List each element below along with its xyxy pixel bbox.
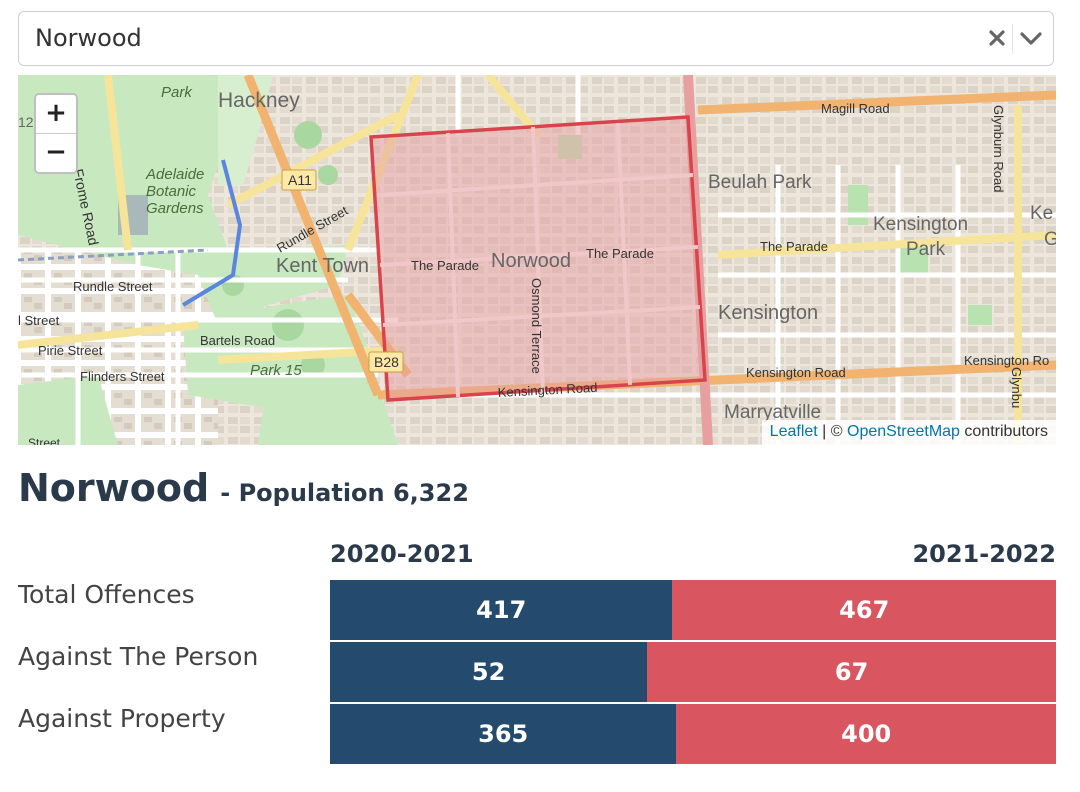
- zoom-control: + −: [34, 93, 78, 174]
- stat-bar: 417 467: [330, 580, 1056, 640]
- map-label-a11: A11: [288, 172, 312, 188]
- bar-segment-year-b: 400: [676, 704, 1056, 764]
- stat-bar: 52 67: [330, 642, 1056, 702]
- map-label-the-parade-1: The Parade: [411, 258, 479, 273]
- map-label-flinders-street: Flinders Street: [80, 369, 165, 384]
- map-label-g: G: [1044, 229, 1056, 250]
- map-label-marryatville: Marryatville: [724, 402, 821, 423]
- stat-row-label: Against Property: [18, 704, 226, 733]
- map-label-b28: B28: [374, 354, 399, 370]
- map-label-12: 12: [18, 114, 34, 130]
- bar-segment-year-b: 67: [647, 642, 1056, 702]
- map-view[interactable]: Park Hackney Adelaide Botanic Gardens Fr…: [18, 75, 1056, 445]
- bar-segment-year-b: 467: [672, 580, 1056, 640]
- map-label-kensington-park-1: Kensington: [873, 214, 968, 235]
- bar-segment-year-a: 52: [330, 642, 648, 702]
- map-label-street-edge: Street: [28, 436, 61, 445]
- population-text: - Population 6,322: [220, 479, 469, 507]
- map-label-park-15: Park 15: [250, 362, 302, 379]
- map-tiles: Park Hackney Adelaide Botanic Gardens Fr…: [18, 75, 1056, 445]
- map-attribution: Leaflet | © OpenStreetMap contributors: [761, 420, 1056, 445]
- chevron-down-icon[interactable]: [1019, 28, 1043, 48]
- zoom-out-button[interactable]: −: [36, 133, 76, 172]
- map-label-magill-road: Magill Road: [821, 101, 890, 116]
- map-label-pirie-street: Pirie Street: [38, 343, 103, 358]
- map-label-rundle-street: Rundle Street: [73, 279, 153, 294]
- bar-segment-year-a: 365: [330, 704, 677, 764]
- stat-row-label: Against The Person: [18, 642, 259, 671]
- stat-row-total: Total Offences 417 467: [0, 580, 1080, 640]
- stat-row-label: Total Offences: [18, 580, 195, 609]
- bar-segment-year-a: 417: [330, 580, 673, 640]
- map-label-glynburn-road: Glynburn Road: [991, 105, 1006, 192]
- clear-icon[interactable]: [987, 28, 1007, 48]
- openstreetmap-link[interactable]: OpenStreetMap: [847, 423, 960, 440]
- suburb-select[interactable]: Norwood: [18, 11, 1054, 66]
- stat-row-person: Against The Person 52 67: [0, 642, 1080, 702]
- suburb-heading: Norwood - Population 6,322: [18, 466, 469, 510]
- attribution-contributors: contributors: [959, 423, 1048, 440]
- map-label-ke: Ke: [1030, 203, 1053, 224]
- suburb-select-value: Norwood: [35, 24, 142, 52]
- select-separator: [1012, 24, 1013, 54]
- map-label-kensington-road-1: Kensington Road: [497, 380, 597, 400]
- map-label-kensington-road-3: Kensington Ro: [964, 353, 1049, 368]
- map-label-kensington-road-2: Kensington Road: [746, 365, 846, 380]
- map-label-osmond-terrace: Osmond Terrace: [529, 278, 544, 374]
- stat-row-property: Against Property 365 400: [0, 704, 1080, 764]
- map-label-l-street: l Street: [18, 313, 60, 328]
- map-label-gardens: Gardens: [146, 200, 204, 217]
- map-label-bartels-road: Bartels Road: [200, 333, 275, 348]
- leaflet-link[interactable]: Leaflet: [769, 423, 818, 440]
- zoom-in-button[interactable]: +: [36, 95, 76, 133]
- map-label-kensington-park-2: Park: [906, 239, 946, 260]
- map-label-adelaide: Adelaide: [145, 166, 204, 183]
- attribution-separator: | ©: [817, 423, 847, 440]
- map-label-norwood: Norwood: [491, 250, 571, 272]
- map-label-kent-town: Kent Town: [276, 255, 369, 277]
- map-label-kensington: Kensington: [718, 302, 818, 324]
- map-label-glynbu: Glynbu: [1009, 367, 1024, 408]
- year-header-b: 2021-2022: [912, 540, 1056, 568]
- map-label-park: Park: [161, 84, 193, 101]
- map-label-the-parade-2: The Parade: [586, 246, 654, 261]
- map-label-beulah-park: Beulah Park: [708, 172, 812, 193]
- map-label-hackney: Hackney: [218, 89, 300, 112]
- stat-bar: 365 400: [330, 704, 1056, 764]
- suburb-name: Norwood: [18, 466, 210, 510]
- map-label-botanic: Botanic: [146, 183, 197, 200]
- map-label-the-parade-3: The Parade: [760, 239, 828, 254]
- year-header-a: 2020-2021: [330, 540, 474, 568]
